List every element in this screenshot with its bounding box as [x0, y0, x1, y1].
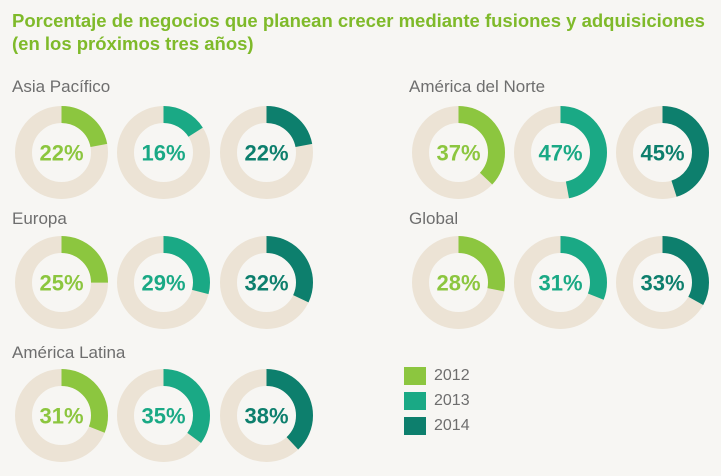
donut-value-label: 45%	[640, 140, 684, 165]
legend-item-2013: 2013	[404, 388, 470, 413]
legend-label-2014: 2014	[434, 416, 470, 434]
donut-arc-asia-pacifico-2013	[116, 105, 210, 199]
donut-arc-global-2012	[411, 235, 505, 329]
donut-europa-2013: 29%	[116, 235, 210, 329]
region-label-asia-pacifico: Asia Pacífico	[12, 77, 111, 96]
region-label-america-del-norte: América del Norte	[409, 77, 546, 96]
region-label-europa: Europa	[12, 209, 67, 228]
donut-arc-america-latina-2014	[219, 368, 313, 462]
donut-arc-america-latina-2012	[14, 368, 108, 462]
donut-value-label: 31%	[39, 403, 83, 428]
donut-america-latina-2014: 38%	[219, 368, 313, 462]
donut-value-label: 22%	[39, 140, 83, 165]
donut-arc-america-del-norte-2014	[615, 105, 709, 199]
donut-arc-europa-2014	[219, 235, 313, 329]
donut-value-label: 38%	[244, 403, 288, 428]
donut-arc-asia-pacifico-2012	[14, 105, 108, 199]
region-label-global: Global	[409, 209, 459, 228]
chart-title: Porcentaje de negocios que planean crece…	[12, 9, 718, 55]
donut-value-label: 33%	[640, 270, 684, 295]
donut-arc-europa-2013	[116, 235, 210, 329]
donut-america-del-norte-2014: 45%	[615, 105, 709, 199]
donut-asia-pacifico-2013: 16%	[116, 105, 210, 199]
donut-arc-europa-2012	[14, 235, 108, 329]
title-line-2: (en los próximos tres años)	[12, 33, 254, 54]
donut-arc-asia-pacifico-2014	[219, 105, 313, 199]
donut-arc-global-2013	[513, 235, 607, 329]
donut-value-label: 28%	[436, 270, 480, 295]
donut-value-label: 35%	[141, 403, 185, 428]
donut-america-del-norte-2012: 37%	[411, 105, 505, 199]
legend-item-2012: 2012	[404, 363, 470, 388]
donut-asia-pacifico-2012: 22%	[14, 105, 108, 199]
donut-value-label: 47%	[538, 140, 582, 165]
donut-value-label: 29%	[141, 270, 185, 295]
donut-arc-global-2014	[615, 235, 709, 329]
donut-europa-2014: 32%	[219, 235, 313, 329]
donut-arc-america-del-norte-2013	[513, 105, 607, 199]
donut-value-label: 16%	[141, 140, 185, 165]
legend-item-2014: 2014	[404, 413, 470, 438]
donut-america-latina-2013: 35%	[116, 368, 210, 462]
donut-global-2012: 28%	[411, 235, 505, 329]
legend-swatch-2014	[404, 416, 426, 435]
donut-value-label: 22%	[244, 140, 288, 165]
donut-america-latina-2012: 31%	[14, 368, 108, 462]
title-line-1: Porcentaje de negocios que planean crece…	[12, 10, 705, 31]
donut-global-2013: 31%	[513, 235, 607, 329]
region-label-america-latina: América Latina	[12, 343, 126, 362]
legend-label-2013: 2013	[434, 391, 470, 409]
donut-global-2014: 33%	[615, 235, 709, 329]
donut-arc-america-latina-2013	[116, 368, 210, 462]
donut-arc-america-del-norte-2012	[411, 105, 505, 199]
donut-asia-pacifico-2014: 22%	[219, 105, 313, 199]
legend: 2012 2013 2014	[404, 363, 470, 438]
legend-swatch-2013	[404, 391, 426, 410]
donut-value-label: 37%	[436, 140, 480, 165]
donut-america-del-norte-2013: 47%	[513, 105, 607, 199]
legend-label-2012: 2012	[434, 366, 470, 384]
donut-value-label: 31%	[538, 270, 582, 295]
donut-value-label: 32%	[244, 270, 288, 295]
legend-swatch-2012	[404, 366, 426, 385]
donut-europa-2012: 25%	[14, 235, 108, 329]
donut-value-label: 25%	[39, 270, 83, 295]
